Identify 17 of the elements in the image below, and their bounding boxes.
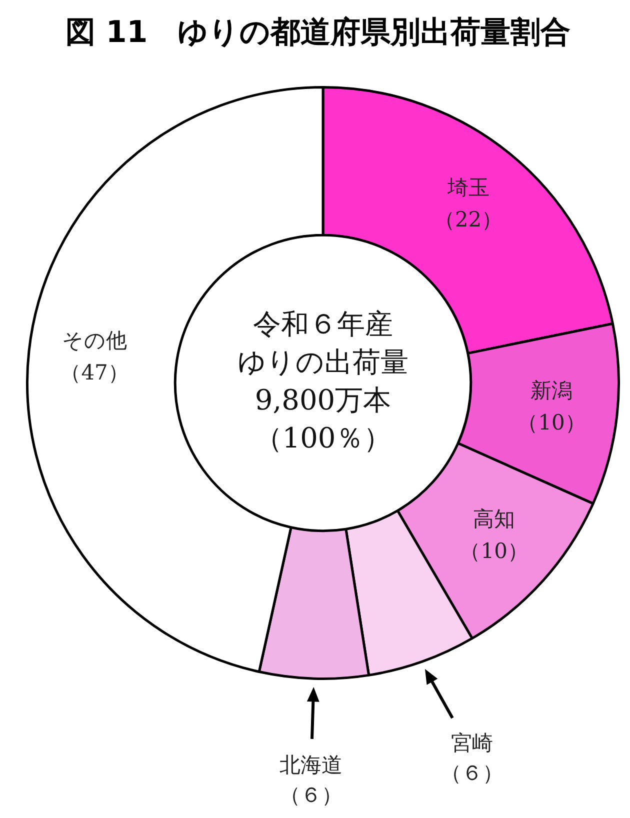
data-label: （６）	[440, 760, 504, 785]
slice-label: 埼玉	[446, 175, 490, 200]
data-label: （10）	[460, 538, 528, 563]
text: 令和６年産	[253, 307, 393, 340]
data-label: （47）	[60, 360, 129, 384]
text: 9,800万本	[254, 383, 392, 416]
slice-label: 宮崎	[450, 730, 493, 755]
text: （100％）	[254, 421, 392, 454]
data-label: （６）	[280, 783, 343, 808]
slice-label: 高知	[473, 506, 516, 531]
slice-label: 北海道	[280, 753, 343, 778]
chart-title: 図 11 ゆりの都道府県別出荷量割合	[65, 14, 571, 50]
slice-label: その他	[62, 328, 128, 352]
text: ゆりの出荷量	[238, 345, 408, 378]
slice-label: 新潟	[530, 378, 572, 402]
data-label: （22）	[434, 207, 503, 232]
data-label: （10）	[517, 410, 586, 434]
